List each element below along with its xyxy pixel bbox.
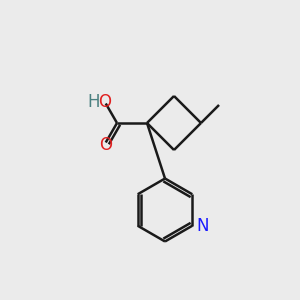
- Text: O: O: [98, 93, 111, 111]
- Text: H: H: [87, 93, 99, 111]
- Text: O: O: [99, 136, 112, 154]
- Text: N: N: [196, 217, 209, 235]
